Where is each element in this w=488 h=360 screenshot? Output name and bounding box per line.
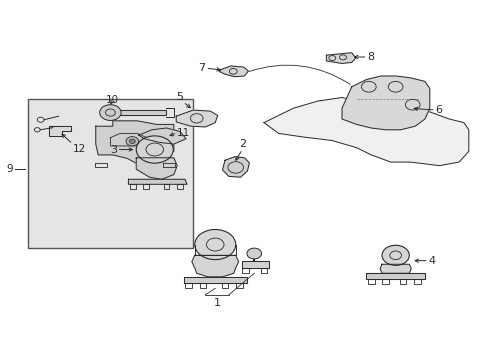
Text: 7: 7 [198, 63, 205, 73]
Polygon shape [139, 128, 185, 144]
Polygon shape [219, 66, 248, 77]
Circle shape [129, 139, 135, 143]
Polygon shape [264, 98, 468, 166]
Text: 8: 8 [366, 52, 374, 62]
Polygon shape [136, 158, 177, 179]
Circle shape [246, 248, 261, 259]
Polygon shape [222, 157, 249, 177]
Text: 3: 3 [109, 144, 117, 154]
Circle shape [100, 105, 121, 121]
Polygon shape [242, 261, 268, 268]
Text: 1: 1 [213, 298, 220, 308]
Text: 9: 9 [6, 164, 13, 174]
Text: 6: 6 [435, 105, 442, 115]
Polygon shape [108, 110, 166, 116]
Text: 4: 4 [428, 256, 435, 266]
Polygon shape [128, 179, 186, 184]
FancyBboxPatch shape [27, 99, 193, 248]
Circle shape [194, 229, 235, 260]
Polygon shape [191, 255, 238, 277]
Polygon shape [96, 121, 173, 164]
Text: 12: 12 [73, 144, 86, 154]
Polygon shape [49, 126, 71, 136]
Circle shape [136, 136, 173, 163]
Text: 10: 10 [106, 95, 119, 105]
Circle shape [381, 245, 408, 265]
Polygon shape [366, 273, 424, 279]
Polygon shape [183, 277, 246, 283]
Circle shape [126, 136, 139, 146]
Polygon shape [176, 110, 217, 127]
Polygon shape [341, 76, 429, 130]
Text: 5: 5 [176, 92, 183, 102]
Polygon shape [379, 264, 410, 273]
Polygon shape [326, 53, 355, 63]
Text: 11: 11 [177, 128, 190, 138]
Text: 2: 2 [239, 139, 245, 149]
